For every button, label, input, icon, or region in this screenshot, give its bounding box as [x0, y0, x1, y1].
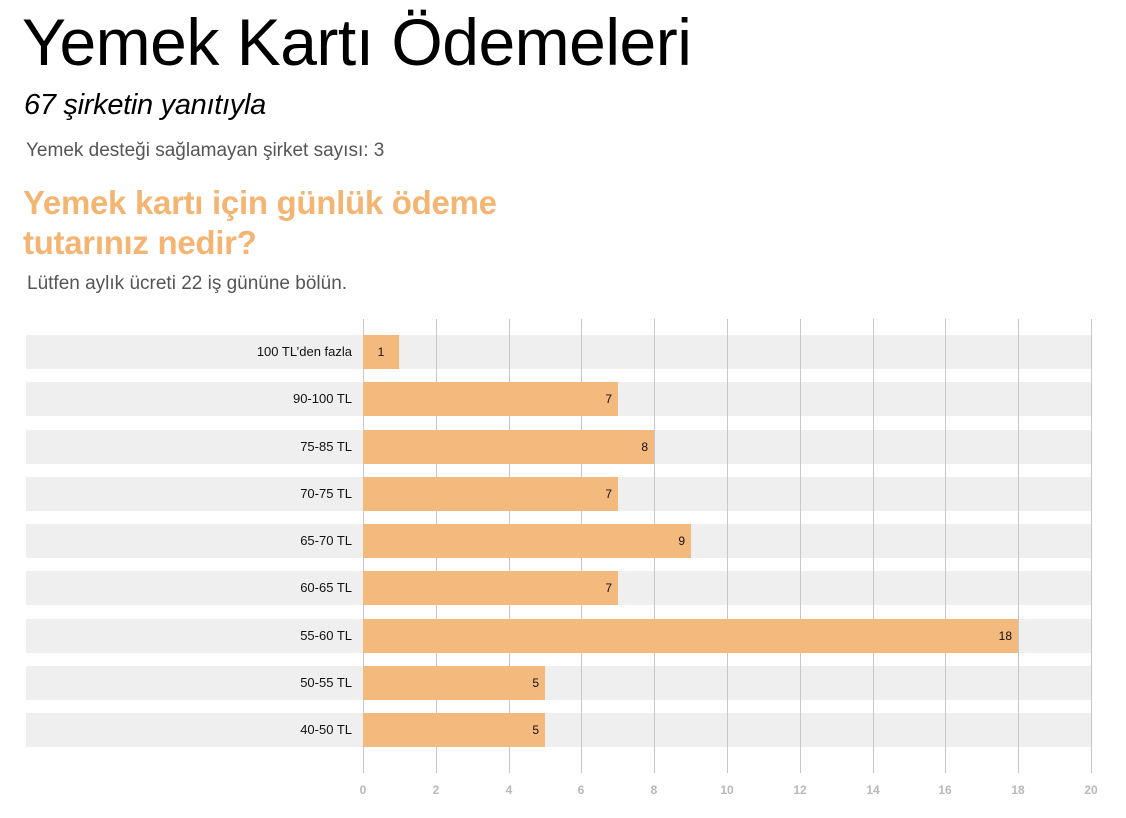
- bar-value-label: 9: [678, 534, 685, 548]
- bar-value-label: 1: [377, 345, 385, 359]
- question-instruction: Lütfen aylık ücreti 22 iş gününe bölün.: [27, 273, 348, 294]
- row-band: [26, 429, 1091, 464]
- x-tick-label: 6: [577, 783, 585, 797]
- page-subtitle: 67 şirketin yanıtıyla: [24, 89, 266, 121]
- bar: 7: [363, 571, 618, 606]
- row-band: [26, 476, 1091, 511]
- grid-line: [945, 319, 946, 773]
- x-tick-label: 12: [793, 783, 807, 797]
- x-tick-label: 8: [650, 783, 658, 797]
- bar: 1: [363, 335, 399, 369]
- x-tick-label: 4: [505, 783, 513, 797]
- bar-value-label: 5: [532, 723, 539, 737]
- row-band: [26, 665, 1091, 700]
- grid-line: [873, 319, 874, 773]
- category-label: 65-70 TL: [300, 533, 352, 548]
- x-tick-label: 18: [1011, 783, 1025, 797]
- grid-line: [1091, 319, 1092, 773]
- category-label: 60-65 TL: [300, 580, 352, 596]
- no-support-note: Yemek desteği sağlamayan şirket sayısı: …: [26, 140, 385, 161]
- row-band: [26, 571, 1091, 606]
- bar: 5: [363, 713, 545, 747]
- row-band: [26, 618, 1091, 653]
- bar-value-label: 5: [532, 675, 539, 690]
- bar: 7: [363, 382, 618, 417]
- page-title: Yemek Kartı Ödemeleri: [22, 5, 692, 79]
- bar-value-label: 7: [605, 392, 612, 407]
- category-label: 90-100 TL: [292, 391, 352, 407]
- x-tick-label: 20: [1084, 783, 1098, 797]
- x-tick-label: 14: [866, 783, 880, 797]
- grid-line: [727, 319, 728, 773]
- grid-line: [581, 319, 582, 773]
- category-label: 70-75 TL: [300, 485, 352, 501]
- grid-line: [1018, 319, 1019, 773]
- category-label: 55-60 TL: [300, 627, 352, 643]
- bar-value-label: 8: [641, 439, 648, 454]
- bar: 9: [363, 524, 691, 558]
- row-band: [26, 335, 1091, 369]
- bar: 7: [363, 476, 618, 511]
- x-tick-label: 2: [432, 783, 440, 797]
- category-label: 75-85 TL: [300, 438, 352, 454]
- bar-value-label: 7: [605, 486, 612, 501]
- grid-line: [363, 319, 364, 773]
- x-tick-label: 0: [359, 783, 367, 797]
- grid-line: [800, 319, 801, 773]
- category-label: 40-50 TL: [300, 722, 352, 737]
- question-title: Yemek kartı için günlük ödeme tutarınız …: [23, 184, 497, 261]
- x-tick-label: 10: [720, 783, 734, 797]
- category-label: 50-55 TL: [300, 674, 352, 690]
- row-band: [26, 382, 1091, 417]
- bar-value-label: 18: [998, 628, 1012, 643]
- category-label: 100 TL’den fazla: [256, 344, 352, 359]
- bar: 5: [363, 665, 545, 700]
- bar: 18: [363, 618, 1018, 653]
- row-band: [26, 524, 1091, 558]
- bar-value-label: 7: [605, 581, 612, 596]
- grid-line: [654, 319, 655, 773]
- grid-line: [436, 319, 437, 773]
- grid-line: [509, 319, 510, 773]
- bar: 8: [363, 429, 654, 464]
- x-tick-label: 16: [938, 783, 952, 797]
- row-band: [26, 713, 1091, 747]
